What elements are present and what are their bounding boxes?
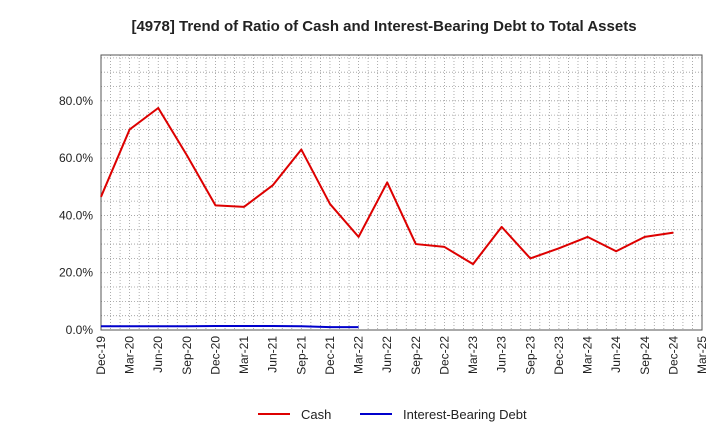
y-tick-label: 20.0% <box>59 266 93 280</box>
legend-label-cash: Cash <box>301 407 331 422</box>
y-tick-label: 0.0% <box>66 323 94 337</box>
x-tick-label: Mar-20 <box>123 336 137 374</box>
x-tick-label: Dec-24 <box>666 336 680 375</box>
x-tick-label: Jun-22 <box>380 336 394 373</box>
x-tick-label: Mar-22 <box>352 336 366 374</box>
y-tick-label: 40.0% <box>59 208 93 222</box>
x-tick-label: Mar-24 <box>581 336 595 374</box>
x-tick-label: Dec-20 <box>208 336 222 375</box>
x-tick-label: Sep-24 <box>638 336 652 375</box>
x-tick-label: Sep-20 <box>180 336 194 375</box>
series-layer <box>100 106 674 329</box>
x-tick-label: Mar-23 <box>466 336 480 374</box>
x-tick-label: Dec-23 <box>552 336 566 375</box>
x-tick-label: Jun-24 <box>609 336 623 373</box>
x-tick-label: Jun-20 <box>151 336 165 373</box>
x-tick-label: Jun-21 <box>266 336 280 373</box>
x-tick-label: Mar-25 <box>695 336 709 374</box>
axis-layer: 0.0% 20.0% 40.0% 60.0% 80.0% Dec-19 Mar-20 Jun-… <box>59 54 709 375</box>
x-tick-label: Dec-21 <box>323 336 337 375</box>
x-tick-label: Dec-19 <box>94 336 108 375</box>
x-tick-label: Sep-21 <box>294 336 308 375</box>
y-tick-label: 60.0% <box>59 151 93 165</box>
x-tick-label: Sep-22 <box>409 336 423 375</box>
grid-layer <box>101 55 702 330</box>
series-line-interest-bearing-debt <box>101 324 359 329</box>
legend: Cash Interest-Bearing Debt <box>258 407 527 422</box>
y-tick-label: 80.0% <box>59 94 93 108</box>
x-tick-label: Dec-22 <box>437 336 451 375</box>
chart-title: [4978] Trend of Ratio of Cash and Intere… <box>131 18 636 35</box>
x-tick-label: Mar-21 <box>237 336 251 374</box>
x-tick-label: Sep-23 <box>523 336 537 375</box>
plot-border <box>100 54 703 331</box>
series-line-cash <box>100 106 674 266</box>
plot-area <box>101 55 702 330</box>
legend-label-interest-bearing-debt: Interest-Bearing Debt <box>403 407 527 422</box>
x-tick-label: Jun-23 <box>495 336 509 373</box>
